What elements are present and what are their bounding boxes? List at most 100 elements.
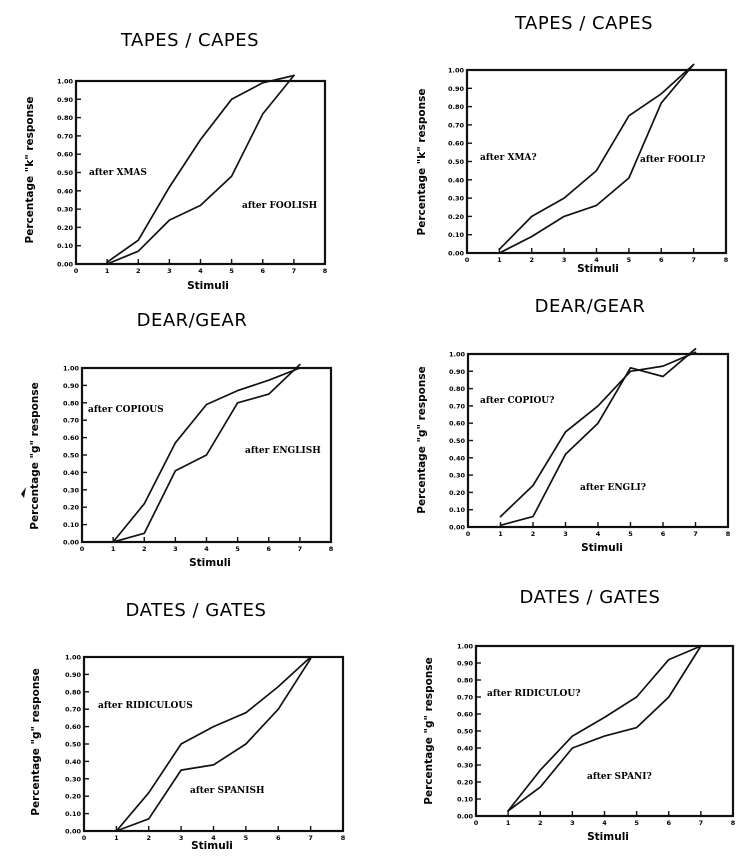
series-label-2: after FOOLISH [242,201,318,211]
chart-title: DATES / GATES [520,587,661,608]
y-tick-label: 0.20 [448,213,465,221]
x-tick-label: 7 [292,267,297,275]
y-tick-label: 0.90 [65,671,82,679]
series-line-1 [115,656,312,832]
y-tick-label: 0.20 [457,779,474,787]
series-line-2 [106,74,295,265]
y-tick-label: 0.10 [449,506,466,514]
y-tick-label: 0.40 [457,745,474,753]
y-tick-label: 0.20 [57,224,74,232]
series-label-2: after ENGLISH [245,446,321,456]
x-tick-label: 4 [204,545,209,553]
chart-title: DATES / GATES [126,600,267,621]
y-tick-label: 0.30 [448,195,465,203]
x-tick-label: 8 [731,819,736,827]
chart-title: DEAR/GEAR [535,296,646,317]
x-tick-label: 7 [699,819,704,827]
y-tick-label: 0.60 [63,434,80,442]
series-line-1 [507,645,702,812]
y-tick-label: 0.60 [457,711,474,719]
x-tick-label: 4 [211,834,216,842]
x-tick-label: 0 [74,267,79,275]
y-tick-label: 0.70 [65,706,82,714]
chart-panel-5: DATES / GATES 0.00 0.10 0.20 0.30 0.40 0.50 0.6… [30,600,346,852]
x-tick-label: 0 [80,545,85,553]
y-axis-label: Percentage "g" response [30,668,42,815]
x-tick-label: 5 [244,834,249,842]
y-tick-label: 0.70 [57,132,74,140]
x-tick-label: 6 [266,545,271,553]
x-tick-label: 2 [136,267,141,275]
plot-frame [474,644,735,818]
x-tick-label: 7 [691,256,696,264]
series-label-1: after XMA? [480,153,537,163]
x-tick-label: 4 [602,819,607,827]
chart-title: TAPES / CAPES [514,13,653,34]
y-tick-label: 0.00 [457,813,474,821]
series-line-2 [507,645,702,812]
x-tick-label: 3 [562,256,567,264]
series-label-2: after ENGLI? [580,483,646,493]
chart-panel-6: DATES / GATES 0.00 0.10 0.20 0.30 0.40 0.50 0.6… [423,587,736,843]
series-line-2 [115,657,312,832]
x-axis-label: Stimuli [577,263,619,275]
x-tick-label: 4 [198,267,203,275]
x-axis-label: Stimuli [587,831,629,843]
y-tick-label: 1.00 [65,654,82,662]
series-label-1: after XMAS [89,168,147,178]
x-tick-label: 6 [666,819,671,827]
y-tick-label: 0.50 [457,728,474,736]
x-tick-label: 3 [563,530,568,538]
y-tick-label: 0.10 [57,242,74,250]
series-label-1: after RIDICULOU? [487,689,580,699]
y-tick-label: 0.90 [57,96,74,104]
series-line-1 [112,367,301,543]
x-tick-label: 8 [726,530,731,538]
series-line-1 [498,63,695,251]
y-tick-label: 0.70 [457,694,474,702]
x-tick-label: 6 [260,267,265,275]
y-tick-label: 0.20 [449,489,466,497]
x-tick-label: 6 [276,834,281,842]
x-axis-label: Stimuli [189,557,231,569]
y-tick-label: 0.00 [448,250,465,258]
y-tick-label: 0.30 [57,206,74,214]
series-line-1 [499,351,697,518]
y-tick-label: 0.80 [449,385,466,393]
y-tick-label: 0.80 [65,688,82,696]
y-tick-label: 0.30 [449,472,466,480]
y-axis-label: Percentage "g" response [29,382,41,529]
x-tick-label: 5 [627,256,632,264]
x-tick-label: 2 [142,545,147,553]
y-tick-label: 1.00 [63,365,80,373]
x-tick-label: 0 [474,819,479,827]
y-tick-label: 1.00 [57,78,74,86]
chart-title: TAPES / CAPES [120,30,259,51]
x-tick-label: 5 [229,267,234,275]
x-tick-label: 7 [693,530,698,538]
y-tick-label: 0.10 [63,521,80,529]
x-tick-label: 8 [341,834,346,842]
series-line-1 [106,74,295,264]
x-tick-label: 3 [173,545,178,553]
y-tick-label: 0.00 [57,261,74,269]
y-axis-label: Percentage "k" response [416,89,428,236]
y-tick-label: 0.30 [63,486,80,494]
y-tick-label: 0.70 [449,402,466,410]
x-tick-label: 3 [167,267,172,275]
series-label-1: after COPIOU? [480,396,554,406]
y-axis-label: Percentage "g" response [423,657,435,804]
stray-mark [21,487,26,498]
y-tick-label: 0.00 [65,828,82,836]
y-tick-label: 0.90 [457,660,474,668]
x-tick-label: 1 [498,530,503,538]
x-tick-label: 5 [235,545,240,553]
y-tick-label: 0.10 [448,231,465,239]
y-tick-label: 0.80 [57,114,74,122]
y-tick-label: 0.00 [63,539,80,547]
chart-panel-3: DEAR/GEAR 0.00 0.10 0.20 0.30 0.40 0.50 0.60 0.7… [29,310,334,569]
x-tick-label: 3 [179,834,184,842]
y-tick-label: 0.30 [65,775,82,783]
x-tick-label: 2 [146,834,151,842]
x-tick-label: 1 [506,819,511,827]
